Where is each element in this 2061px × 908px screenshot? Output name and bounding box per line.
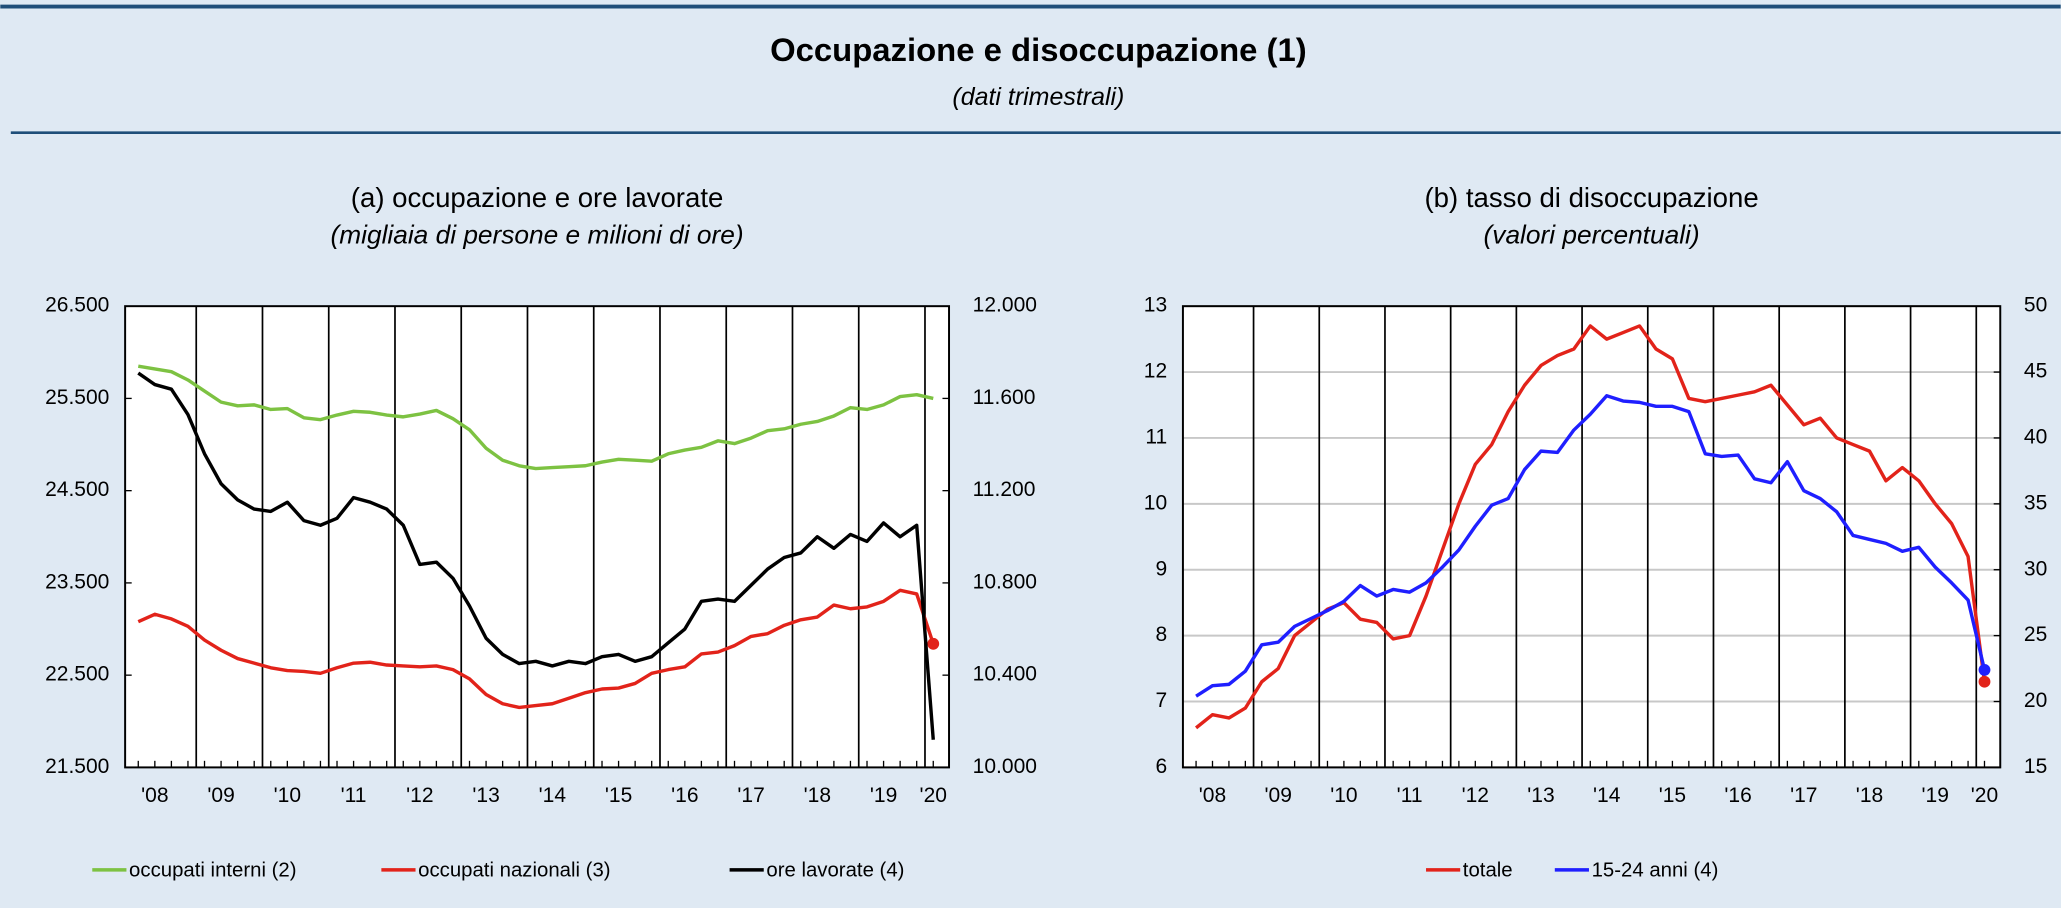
x-tick-label: '19 bbox=[1922, 784, 1949, 807]
legend-label: totale bbox=[1463, 860, 1513, 882]
x-tick-label: '14 bbox=[539, 784, 567, 807]
x-tick-label: '19 bbox=[870, 784, 897, 807]
legend-label: occupati nazionali (3) bbox=[418, 860, 610, 882]
legend-label: ore lavorate (4) bbox=[766, 860, 904, 882]
x-tick-label: '08 bbox=[141, 784, 168, 807]
y-tick-label: 24.500 bbox=[45, 478, 109, 501]
y-tick-label: 21.500 bbox=[45, 755, 109, 778]
x-tick-label: '11 bbox=[341, 784, 367, 807]
y-tick-label: 23.500 bbox=[45, 570, 109, 593]
chart-title: (a) occupazione e ore lavorate bbox=[351, 182, 724, 213]
series-line bbox=[137, 588, 935, 710]
end-marker bbox=[1978, 675, 1991, 688]
y2-tick-label: 10.400 bbox=[973, 663, 1037, 686]
y2-tick-label: 35 bbox=[2024, 491, 2047, 514]
x-tick-label: '16 bbox=[671, 784, 698, 807]
y-tick-label: 9 bbox=[1155, 557, 1167, 580]
series-line bbox=[137, 364, 934, 471]
y2-tick-label: 11.600 bbox=[973, 386, 1036, 409]
y-tick-label: 6 bbox=[1155, 755, 1167, 778]
x-tick-label: '13 bbox=[472, 784, 499, 807]
series-line bbox=[137, 371, 935, 740]
y2-tick-label: 11.200 bbox=[973, 478, 1036, 501]
plot-area bbox=[125, 306, 950, 768]
y2-tick-label: 50 bbox=[2024, 294, 2047, 317]
end-marker bbox=[1978, 663, 1991, 676]
y2-tick-label: 10.000 bbox=[973, 755, 1037, 778]
x-tick-label: '13 bbox=[1527, 784, 1554, 807]
y2-tick-label: 40 bbox=[2024, 425, 2047, 448]
legend-label: 15-24 anni (4) bbox=[1592, 860, 1719, 882]
y-tick-label: 22.500 bbox=[45, 663, 109, 686]
page-title: Occupazione e disoccupazione (1) bbox=[770, 31, 1307, 68]
y-tick-label: 11 bbox=[1145, 425, 1167, 448]
chart-subtitle: (migliaia di persone e milioni di ore) bbox=[331, 219, 744, 249]
legend-label: occupati interni (2) bbox=[129, 860, 296, 882]
y2-tick-label: 30 bbox=[2024, 557, 2047, 580]
y-tick-label: 13 bbox=[1144, 294, 1167, 317]
x-tick-label: '09 bbox=[207, 784, 234, 807]
x-tick-label: '20 bbox=[920, 784, 947, 807]
plot-area bbox=[1182, 306, 2001, 768]
chart-title: (b) tasso di disoccupazione bbox=[1425, 182, 1759, 213]
chart-subtitle: (valori percentuali) bbox=[1484, 219, 1700, 249]
y2-tick-label: 12.000 bbox=[973, 294, 1037, 317]
x-tick-label: '16 bbox=[1724, 784, 1751, 807]
y-tick-label: 10 bbox=[1144, 491, 1167, 514]
page-subtitle: (dati trimestrali) bbox=[952, 83, 1124, 111]
y2-tick-label: 20 bbox=[2024, 689, 2047, 712]
x-tick-label: '12 bbox=[1462, 784, 1489, 807]
y2-tick-label: 25 bbox=[2024, 623, 2047, 646]
x-tick-label: '15 bbox=[1659, 784, 1686, 807]
y-tick-label: 7 bbox=[1155, 689, 1167, 712]
x-tick-label: '11 bbox=[1397, 784, 1423, 807]
y-tick-label: 12 bbox=[1144, 360, 1167, 383]
x-tick-label: '15 bbox=[605, 784, 632, 807]
x-tick-label: '18 bbox=[804, 784, 831, 807]
y-tick-label: 25.500 bbox=[45, 386, 109, 409]
x-tick-label: '20 bbox=[1971, 784, 1998, 807]
plot-frame bbox=[1181, 305, 2002, 769]
y2-tick-label: 45 bbox=[2024, 360, 2047, 383]
plot-frame bbox=[124, 305, 951, 769]
x-tick-label: '17 bbox=[1790, 784, 1817, 807]
y2-tick-label: 15 bbox=[2024, 755, 2047, 778]
x-tick-label: '10 bbox=[274, 784, 301, 807]
x-tick-label: '08 bbox=[1199, 784, 1226, 807]
x-tick-label: '17 bbox=[737, 784, 764, 807]
y-tick-label: 8 bbox=[1155, 623, 1167, 646]
x-tick-label: '14 bbox=[1593, 784, 1621, 807]
x-tick-label: '12 bbox=[406, 784, 433, 807]
x-tick-label: '09 bbox=[1265, 784, 1292, 807]
y-tick-label: 26.500 bbox=[45, 294, 109, 317]
series-line bbox=[1195, 394, 1987, 698]
y2-tick-label: 10.800 bbox=[973, 570, 1037, 593]
x-tick-label: '18 bbox=[1856, 784, 1883, 807]
end-marker bbox=[927, 637, 940, 650]
x-tick-label: '10 bbox=[1330, 784, 1357, 807]
